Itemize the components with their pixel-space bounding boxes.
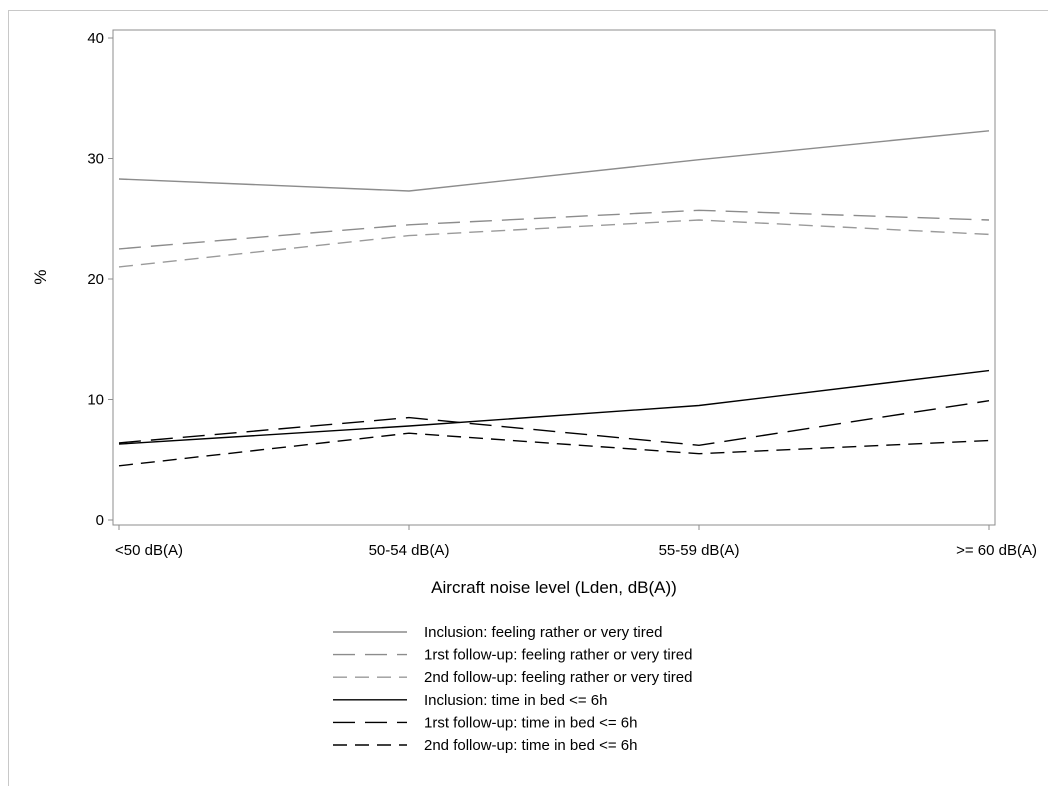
y-tick-label: 0 xyxy=(96,512,104,529)
x-tick-label: >= 60 dB(A) xyxy=(956,542,1037,559)
y-axis: 0 10 20 30 40 xyxy=(87,30,113,529)
x-tick-label: <50 dB(A) xyxy=(115,542,183,559)
series-line xyxy=(118,130,990,192)
series-line xyxy=(118,432,990,467)
series-line xyxy=(118,219,990,268)
series-line xyxy=(118,369,990,445)
legend-label: 1rst follow-up: feeling rather or very t… xyxy=(424,647,692,664)
legend-label: 1rst follow-up: time in bed <= 6h xyxy=(424,714,637,731)
y-tick-label: 10 xyxy=(87,392,104,409)
y-tick-label: 40 xyxy=(87,30,104,47)
x-axis-title: Aircraft noise level (Lden, dB(A)) xyxy=(431,578,677,597)
legend-label: 2nd follow-up: feeling rather or very ti… xyxy=(424,669,692,686)
x-tick-label: 50-54 dB(A) xyxy=(369,542,450,559)
figure-frame xyxy=(8,10,1048,786)
series-line xyxy=(118,400,990,447)
series-line xyxy=(118,209,990,250)
y-tick-label: 20 xyxy=(87,271,104,288)
legend-label: Inclusion: time in bed <= 6h xyxy=(424,692,607,709)
legend: Inclusion: feeling rather or very tired 1… xyxy=(333,624,692,754)
x-tick-label: 55-59 dB(A) xyxy=(659,542,740,559)
legend-label: Inclusion: feeling rather or very tired xyxy=(424,624,662,641)
series-lines xyxy=(118,130,990,467)
x-axis: <50 dB(A) 50-54 dB(A) 55-59 dB(A) >= 60 dB(… xyxy=(115,525,1037,559)
legend-label: 2nd follow-up: time in bed <= 6h xyxy=(424,737,637,754)
plot-area-border xyxy=(112,29,996,526)
y-axis-title: % xyxy=(31,269,50,284)
y-tick-label: 30 xyxy=(87,151,104,168)
